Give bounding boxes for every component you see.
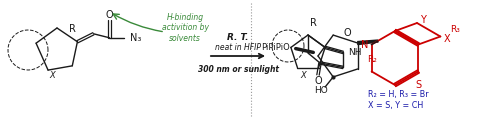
Text: R₂: R₂	[366, 55, 376, 63]
Text: R: R	[310, 18, 316, 28]
Polygon shape	[358, 40, 378, 45]
Text: Y: Y	[420, 15, 426, 25]
Text: R₃: R₃	[450, 25, 460, 34]
Text: S: S	[416, 80, 422, 89]
Text: X: X	[49, 70, 55, 80]
Text: NH: NH	[348, 48, 362, 57]
Text: O: O	[314, 76, 322, 86]
Text: R: R	[68, 24, 75, 34]
Text: HO: HO	[314, 86, 328, 95]
Text: 300 nm or sunlight: 300 nm or sunlight	[198, 65, 278, 74]
Text: R. T.: R. T.	[227, 34, 249, 42]
Text: PiPiPiO: PiPiPiO	[261, 42, 290, 51]
Text: H-binding
activition by
solvents: H-binding activition by solvents	[162, 13, 208, 43]
Text: N₃: N₃	[130, 33, 142, 43]
Text: neat in HFIP: neat in HFIP	[215, 44, 261, 53]
Text: N: N	[361, 40, 368, 49]
Text: X: X	[444, 34, 450, 44]
Text: O: O	[344, 28, 351, 38]
Text: R₂ = H, R₃ = Br
X = S, Y = CH: R₂ = H, R₃ = Br X = S, Y = CH	[368, 90, 428, 110]
Text: X: X	[300, 70, 306, 80]
Text: O: O	[106, 10, 113, 20]
